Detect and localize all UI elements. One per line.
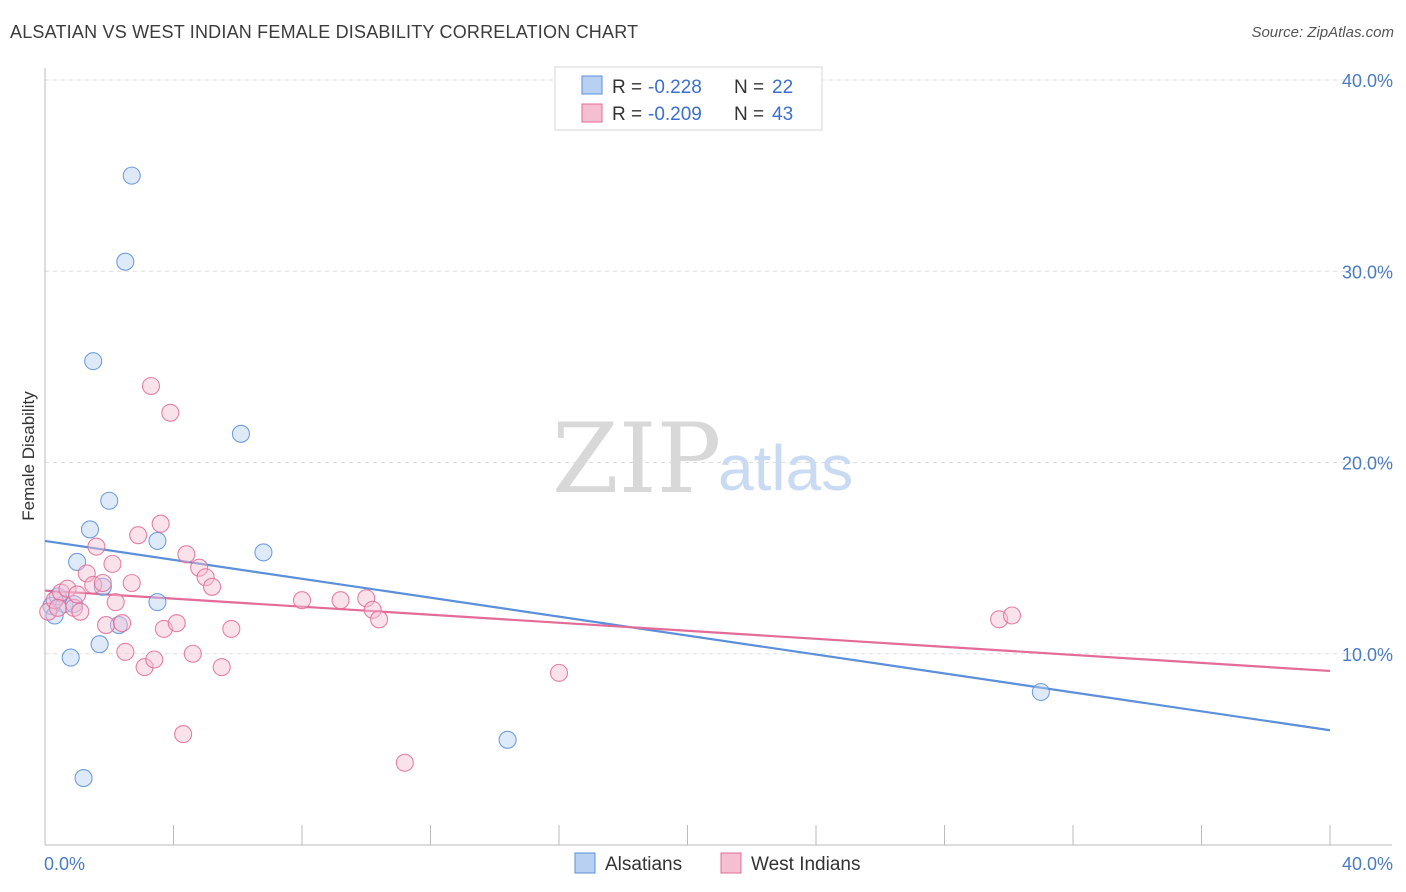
legend-n-label: N = bbox=[734, 104, 764, 125]
legend-r-label: R = bbox=[612, 104, 642, 125]
point-west-indians bbox=[135, 658, 154, 677]
data-points bbox=[39, 166, 1050, 788]
point-alsatians bbox=[109, 616, 128, 635]
legend-swatch-west-indians bbox=[581, 103, 603, 123]
point-west-indians bbox=[183, 644, 202, 663]
point-west-indians bbox=[357, 589, 376, 608]
point-west-indians bbox=[174, 725, 193, 744]
point-alsatians bbox=[74, 769, 93, 788]
point-west-indians bbox=[196, 568, 215, 587]
x-tick-label: 0.0% bbox=[44, 854, 85, 874]
point-west-indians bbox=[177, 545, 196, 564]
point-west-indians bbox=[190, 558, 209, 577]
legend-swatch-west-indians bbox=[720, 852, 742, 874]
point-alsatians bbox=[1031, 682, 1050, 702]
legend-r-label: R = bbox=[612, 77, 642, 98]
axes bbox=[44, 68, 1392, 846]
point-west-indians bbox=[71, 602, 90, 621]
point-west-indians bbox=[93, 573, 112, 593]
point-west-indians bbox=[363, 600, 382, 619]
legend-label-alsatians: Alsatians bbox=[605, 854, 682, 875]
point-west-indians bbox=[203, 577, 222, 596]
point-west-indians bbox=[113, 614, 132, 633]
y-tick-label: 40.0% bbox=[1342, 71, 1393, 91]
stats-legend: R = -0.228 N = 22 R = -0.209 N = 43 bbox=[554, 66, 823, 131]
trend-line-alsatians bbox=[44, 539, 1331, 732]
point-alsatians bbox=[84, 352, 103, 371]
legend-swatch-alsatians bbox=[581, 75, 603, 95]
point-west-indians bbox=[549, 663, 569, 682]
y-tick-labels: 10.0% 20.0% 30.0% 40.0% bbox=[1342, 71, 1393, 665]
point-west-indians bbox=[141, 376, 161, 396]
point-alsatians bbox=[254, 543, 273, 562]
trend-line-west-indians bbox=[44, 589, 1331, 673]
point-west-indians bbox=[77, 564, 96, 583]
point-west-indians bbox=[222, 619, 241, 638]
point-west-indians bbox=[292, 591, 312, 610]
y-tick-label: 20.0% bbox=[1342, 454, 1393, 474]
point-west-indians bbox=[161, 403, 180, 422]
legend-n-value: 43 bbox=[772, 104, 793, 125]
watermark-zip: ZIP bbox=[552, 403, 721, 515]
point-west-indians bbox=[103, 554, 122, 573]
point-west-indians bbox=[212, 658, 231, 677]
point-west-indians bbox=[96, 616, 116, 635]
point-west-indians bbox=[122, 573, 141, 593]
point-alsatians bbox=[90, 635, 109, 654]
point-west-indians bbox=[48, 598, 67, 617]
legend-label-west-indians: West Indians bbox=[751, 854, 860, 875]
point-west-indians bbox=[58, 579, 77, 598]
point-alsatians bbox=[61, 648, 80, 667]
watermark-atlas: atlas bbox=[718, 432, 853, 504]
y-tick-label: 30.0% bbox=[1342, 262, 1393, 282]
point-west-indians bbox=[39, 602, 58, 621]
point-west-indians bbox=[151, 514, 170, 533]
point-west-indians bbox=[116, 642, 135, 661]
point-west-indians bbox=[167, 614, 186, 633]
point-west-indians bbox=[1002, 606, 1022, 625]
point-west-indians bbox=[395, 753, 414, 772]
point-west-indians bbox=[145, 650, 164, 669]
point-west-indians bbox=[331, 591, 350, 610]
point-west-indians bbox=[87, 537, 106, 556]
legend-r-value: -0.209 bbox=[648, 104, 702, 125]
y-axis-title: Female Disability bbox=[19, 391, 38, 521]
chart-title: ALSATIAN VS WEST INDIAN FEMALE DISABILIT… bbox=[10, 22, 639, 42]
source-label: Source: ZipAtlas.com bbox=[1251, 24, 1394, 41]
point-alsatians bbox=[148, 593, 167, 612]
point-west-indians bbox=[370, 610, 389, 629]
legend-n-label: N = bbox=[734, 77, 764, 98]
point-alsatians bbox=[80, 520, 100, 539]
point-west-indians bbox=[129, 526, 148, 545]
gridlines bbox=[45, 79, 1392, 655]
x-tick-labels: 0.0% 40.0% bbox=[44, 854, 1393, 874]
legend-swatch-alsatians bbox=[574, 852, 596, 874]
series-legend: Alsatians West Indians bbox=[574, 852, 860, 875]
point-alsatians bbox=[122, 166, 141, 185]
point-alsatians bbox=[498, 730, 517, 749]
y-tick-label: 10.0% bbox=[1342, 645, 1393, 665]
trend-lines bbox=[44, 539, 1331, 732]
point-alsatians bbox=[116, 252, 135, 271]
legend-n-value: 22 bbox=[772, 77, 793, 98]
point-alsatians bbox=[231, 424, 251, 443]
point-alsatians bbox=[148, 531, 167, 550]
point-west-indians bbox=[106, 593, 125, 612]
point-alsatians bbox=[100, 491, 119, 510]
point-west-indians bbox=[68, 585, 87, 604]
legend-r-value: -0.228 bbox=[648, 77, 702, 98]
x-tick-label: 40.0% bbox=[1342, 854, 1393, 874]
